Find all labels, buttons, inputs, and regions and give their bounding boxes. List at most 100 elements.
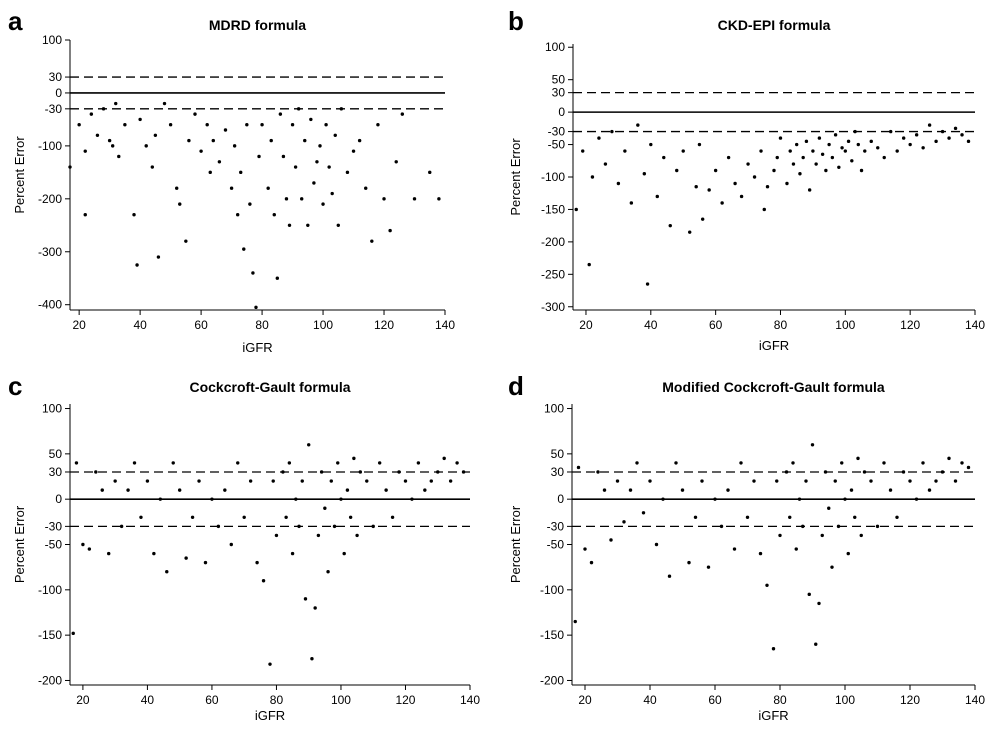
data-point (610, 129, 614, 134)
data-point (319, 470, 324, 474)
data-point (293, 165, 298, 169)
y-tick-label: -300 (38, 245, 62, 259)
data-point (797, 497, 802, 501)
data-point (223, 128, 228, 132)
data-point (726, 488, 730, 492)
data-point (113, 479, 117, 483)
data-point (636, 123, 640, 127)
data-point (114, 101, 118, 106)
data-point (461, 470, 466, 474)
data-point (859, 168, 864, 173)
data-point (817, 601, 821, 606)
data-point (966, 465, 971, 470)
data-point (117, 154, 121, 159)
data-point (889, 129, 893, 134)
data-point (83, 149, 87, 153)
data-point (248, 479, 253, 483)
data-point (846, 551, 850, 556)
data-point (603, 162, 608, 166)
data-point (428, 170, 432, 175)
data-point (648, 479, 652, 483)
data-point (339, 107, 344, 111)
data-point (940, 129, 945, 134)
data-point (853, 515, 857, 520)
data-point (863, 149, 867, 153)
y-tick-label: -150 (38, 628, 62, 642)
data-point (223, 488, 227, 492)
data-point (876, 146, 880, 150)
data-point (229, 542, 233, 547)
y-tick-label: -30 (547, 519, 565, 533)
data-point (339, 497, 343, 501)
x-tick-label: 100 (331, 693, 351, 707)
y-tick-label: -50 (547, 538, 565, 552)
data-point (442, 456, 446, 461)
y-tick-label: 30 (49, 465, 63, 479)
data-point (853, 129, 857, 134)
data-point (794, 142, 799, 147)
data-point (257, 154, 261, 159)
data-point (583, 547, 587, 551)
data-point (775, 479, 779, 483)
data-point (303, 138, 307, 143)
data-point (210, 497, 214, 501)
data-point (310, 657, 314, 661)
data-point (364, 186, 368, 190)
data-point (927, 488, 932, 492)
data-point (178, 202, 182, 206)
data-point (384, 488, 388, 492)
data-point (199, 149, 203, 153)
y-tick-label: 100 (42, 402, 62, 416)
data-point (953, 126, 958, 131)
data-point (313, 606, 317, 610)
data-point (260, 123, 264, 127)
y-tick-label: 30 (551, 465, 565, 479)
data-point (788, 149, 792, 153)
data-point (144, 144, 148, 148)
data-point (667, 574, 672, 578)
data-point (947, 456, 951, 461)
data-point (687, 560, 691, 565)
panel-letter: c (8, 371, 22, 401)
data-point (759, 149, 763, 153)
data-point (132, 461, 137, 465)
y-tick-label: -100 (38, 583, 62, 597)
data-point (752, 175, 757, 179)
data-point (807, 592, 811, 597)
data-point (675, 168, 679, 173)
data-point (615, 479, 620, 483)
y-tick-label: 0 (55, 86, 62, 100)
data-point (83, 213, 87, 217)
data-point (609, 538, 613, 542)
data-point (794, 547, 798, 551)
data-point (248, 202, 252, 206)
x-axis-title: iGFR (255, 708, 285, 723)
data-point (323, 506, 327, 510)
data-point (296, 107, 301, 111)
data-point (297, 524, 301, 529)
data-point (628, 488, 633, 492)
data-point (165, 569, 169, 574)
data-point (336, 461, 340, 465)
data-point (211, 138, 215, 143)
data-point (403, 479, 408, 483)
data-point (602, 488, 607, 492)
data-point (184, 556, 188, 560)
data-point (318, 144, 322, 148)
data-point (300, 479, 304, 483)
data-point (429, 479, 433, 483)
data-point (908, 479, 912, 483)
y-tick-label: 30 (49, 70, 63, 84)
data-point (765, 185, 770, 189)
data-point (824, 168, 828, 173)
data-point (733, 181, 737, 186)
data-point (953, 479, 958, 483)
data-point (365, 479, 369, 483)
data-point (351, 149, 356, 153)
data-point (81, 542, 85, 547)
data-point (668, 223, 672, 228)
y-axis-title: Percent Error (12, 136, 27, 214)
y-axis-title: Percent Error (508, 138, 523, 216)
data-point (158, 497, 163, 501)
